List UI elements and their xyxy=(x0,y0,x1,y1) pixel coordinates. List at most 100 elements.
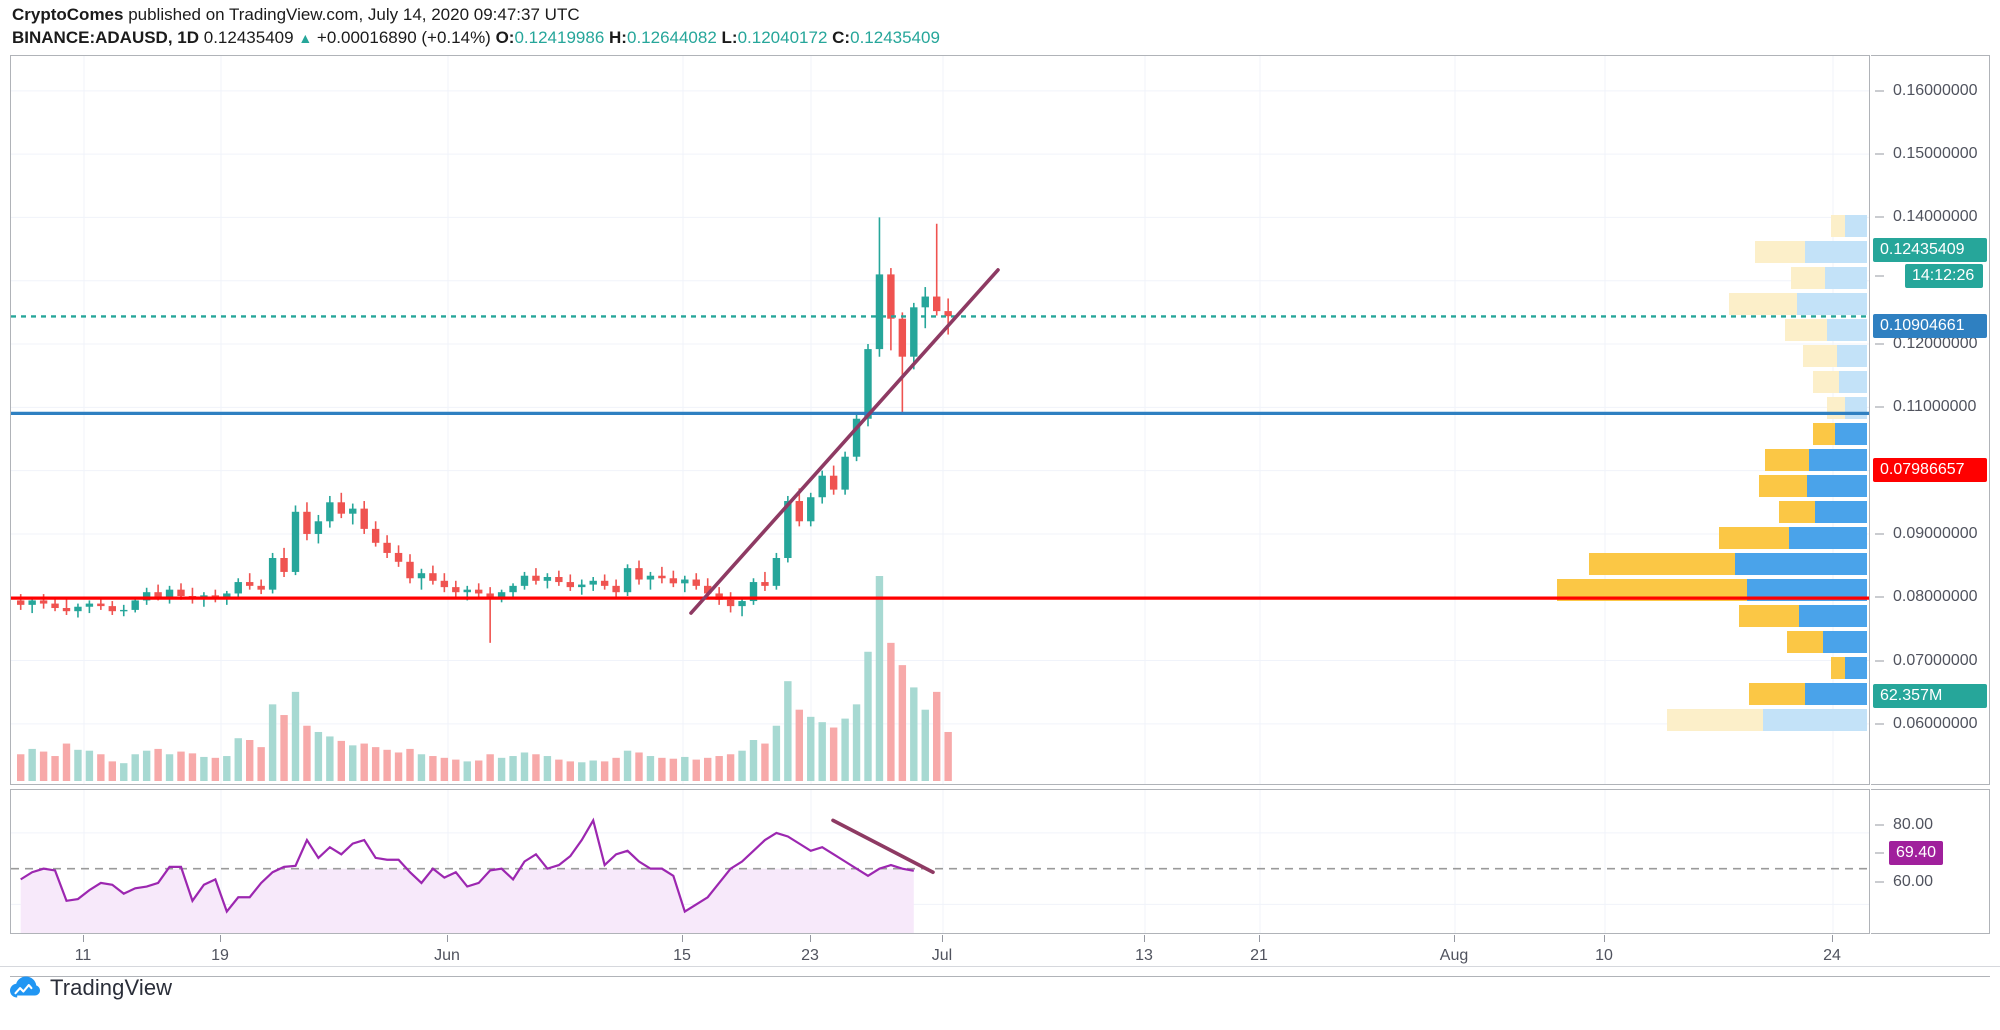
volume-bar xyxy=(337,740,345,781)
time-tick-label: Jun xyxy=(434,947,460,964)
tradingview-logo-text: TradingView xyxy=(50,975,173,1000)
profile-bar-sell xyxy=(1839,371,1867,393)
time-tick-label: 11 xyxy=(74,947,92,964)
volume-bar xyxy=(509,756,517,781)
candle-body xyxy=(944,311,952,317)
rsi-pane[interactable] xyxy=(10,789,1870,934)
rsi-badge-mark xyxy=(1875,852,1884,854)
price-pane-canvas xyxy=(11,56,1869,784)
time-axis[interactable]: 11 19 Jun 15 23 Jul 13 21 Aug 10 24 xyxy=(10,935,1990,977)
candle-body xyxy=(864,349,872,419)
candle-body xyxy=(406,561,414,579)
candle-body xyxy=(383,542,391,553)
candle-body xyxy=(337,502,345,514)
profile-bar-buy xyxy=(1779,501,1815,523)
volume-badge[interactable]: 62.357M xyxy=(1873,684,1987,708)
profile-bar-sell xyxy=(1827,319,1867,341)
time-tick-label: 13 xyxy=(1135,947,1153,964)
candle-body xyxy=(268,558,277,590)
candle-body xyxy=(51,603,59,609)
time-tick-mark xyxy=(810,935,811,942)
volume-bar xyxy=(600,761,609,781)
ascending-trendline xyxy=(689,268,1000,615)
candle-body xyxy=(543,576,552,581)
chart-header: CryptoComes published on TradingView.com… xyxy=(12,4,1712,49)
rsi-axis[interactable]: 80.00 60.00 69.40 xyxy=(1871,789,1990,934)
profile-bar-buy xyxy=(1719,527,1789,549)
volume-bar xyxy=(108,761,116,781)
price-change-percent: (+0.14%) xyxy=(421,28,491,47)
price-change-absolute: +0.00016890 xyxy=(316,28,417,47)
volume-bar xyxy=(555,759,563,781)
profile-bar-sell xyxy=(1845,215,1867,237)
time-tick-label: 23 xyxy=(801,947,819,964)
volume-bar xyxy=(726,754,735,781)
volume-bar xyxy=(818,722,826,781)
price-tick-label: 0.09000000 xyxy=(1893,524,1978,542)
chart-frame: 0.16000000 0.15000000 0.14000000 0.12000000… xyxy=(10,55,1990,977)
volume-bar xyxy=(463,761,471,781)
volume-bar xyxy=(887,642,895,781)
candle-body xyxy=(475,589,483,594)
candle-body xyxy=(62,608,71,612)
candle-body xyxy=(635,568,643,580)
price-lines xyxy=(11,315,1869,600)
volume-bar xyxy=(223,756,231,781)
price-tick-mark xyxy=(1875,660,1884,662)
profile-bar-buy xyxy=(1785,319,1827,341)
time-tick-mark xyxy=(942,935,943,942)
profile-bar-buy xyxy=(1755,241,1805,263)
current-price-badge[interactable]: 0.12435409 xyxy=(1873,238,1987,262)
rsi-tick-mark xyxy=(1875,881,1884,883)
rsi-value-badge[interactable]: 69.40 xyxy=(1889,841,1944,865)
volume-bar xyxy=(532,754,540,781)
resistance-price-badge[interactable]: 0.10904661 xyxy=(1873,314,1987,338)
volume-bar xyxy=(646,756,655,781)
publication-meta: published on TradingView.com, July 14, 2… xyxy=(123,5,580,24)
symbol-label[interactable]: BINANCE:ADAUSD, 1D xyxy=(12,28,200,47)
candle-body xyxy=(246,582,254,586)
close-value: 0.12435409 xyxy=(850,28,940,47)
rsi-tick-label: 60.00 xyxy=(1893,873,1934,890)
volume-bar xyxy=(165,754,174,781)
price-pane[interactable] xyxy=(10,55,1870,785)
candle-body xyxy=(440,580,449,588)
time-tick-mark xyxy=(220,935,221,942)
profile-bar-buy xyxy=(1739,605,1799,627)
volume-bar xyxy=(589,760,597,781)
volume-bar xyxy=(406,748,414,781)
low-value: 0.12040172 xyxy=(737,28,828,47)
candle-body xyxy=(898,318,907,357)
last-price: 0.12435409 xyxy=(203,28,294,47)
price-tick-mark xyxy=(1875,343,1884,345)
time-tick-label: 19 xyxy=(211,947,229,964)
support-price-badge[interactable]: 0.07986657 xyxy=(1873,458,1987,482)
volume-bar xyxy=(440,757,449,781)
volume-bar xyxy=(921,709,929,781)
candle-body xyxy=(887,274,895,319)
price-tick-label: 0.14000000 xyxy=(1893,208,1978,226)
descending-rsi-trendline xyxy=(831,818,935,875)
profile-bar-sell xyxy=(1823,631,1867,653)
time-tick-label: Aug xyxy=(1439,947,1469,964)
volume-bar xyxy=(188,753,197,781)
profile-bar-sell xyxy=(1735,553,1867,575)
volume-bar xyxy=(612,757,620,781)
volume-bar xyxy=(452,759,460,781)
candle-body xyxy=(97,603,105,607)
candle-body xyxy=(933,296,941,312)
footer: TradingView xyxy=(10,975,172,1001)
time-tick-mark xyxy=(682,935,683,942)
volume-bar xyxy=(910,687,918,781)
profile-bar-sell xyxy=(1837,345,1867,367)
candle-body xyxy=(486,593,494,598)
price-axis[interactable]: 0.16000000 0.15000000 0.14000000 0.12000000… xyxy=(1871,55,1990,785)
countdown-badge[interactable]: 14:12:26 xyxy=(1905,264,1983,288)
candle-body xyxy=(28,600,36,605)
price-tick-mark xyxy=(1875,216,1884,218)
volume-bar xyxy=(543,756,552,781)
time-tick-label: 21 xyxy=(1250,947,1268,964)
volume-bar xyxy=(383,749,391,781)
profile-bar-sell xyxy=(1835,423,1867,445)
time-tick-mark xyxy=(83,935,84,942)
